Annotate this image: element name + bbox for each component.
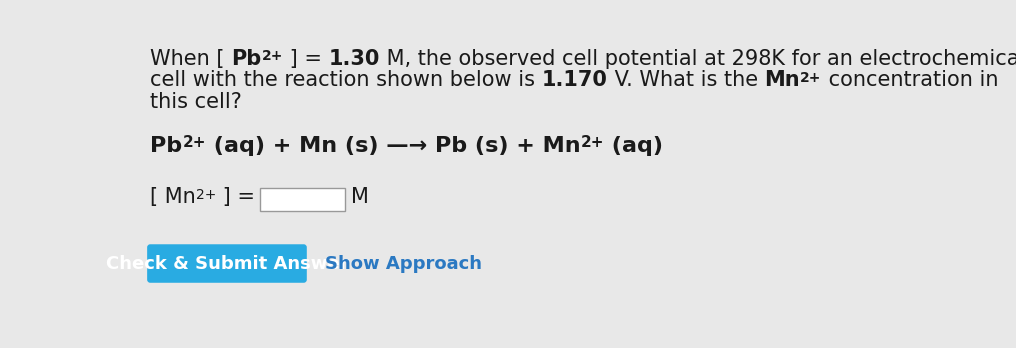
Text: this cell?: this cell? [150, 92, 242, 112]
Text: 2+: 2+ [801, 71, 822, 85]
Text: cell with the reaction shown below is: cell with the reaction shown below is [150, 70, 542, 90]
Text: ] =: ] = [216, 188, 255, 207]
Text: 2+: 2+ [580, 135, 604, 150]
FancyBboxPatch shape [147, 244, 307, 283]
Text: Pb: Pb [150, 136, 183, 156]
Text: 2+: 2+ [196, 188, 216, 202]
Text: 2+: 2+ [262, 49, 283, 63]
Text: When [: When [ [150, 49, 232, 69]
Text: M: M [352, 188, 370, 207]
Text: (aq) + Mn (s) —→ Pb (s) + Mn: (aq) + Mn (s) —→ Pb (s) + Mn [206, 136, 580, 156]
Text: concentration in: concentration in [822, 70, 998, 90]
Text: Pb: Pb [232, 49, 262, 69]
Text: Show Approach: Show Approach [325, 255, 483, 273]
Text: ] =: ] = [283, 49, 328, 69]
FancyBboxPatch shape [260, 188, 345, 211]
Text: 1.170: 1.170 [542, 70, 608, 90]
Text: V. What is the: V. What is the [608, 70, 764, 90]
Text: [ Mn: [ Mn [150, 188, 196, 207]
Text: M, the observed cell potential at 298K for an electrochemical: M, the observed cell potential at 298K f… [380, 49, 1016, 69]
Text: 2+: 2+ [183, 135, 206, 150]
Text: 1.30: 1.30 [328, 49, 380, 69]
Text: (aq): (aq) [604, 136, 663, 156]
Text: Check & Submit Answer: Check & Submit Answer [106, 255, 348, 273]
Text: Mn: Mn [764, 70, 801, 90]
